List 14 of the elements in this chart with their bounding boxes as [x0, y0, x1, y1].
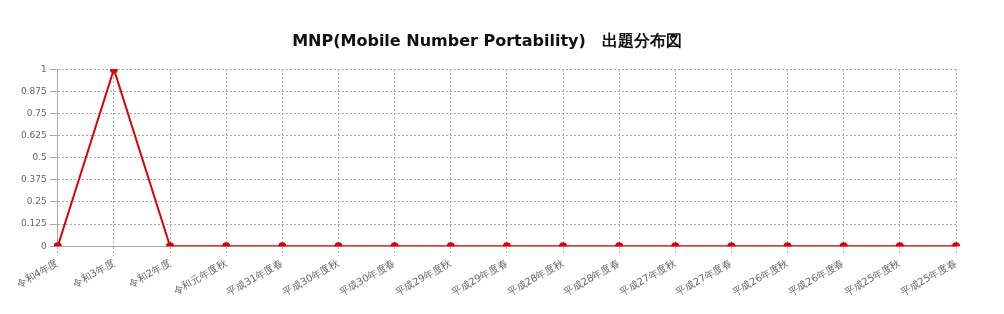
y-tick-label: 0.875 [21, 85, 47, 96]
y-tick-label: 0.375 [21, 174, 47, 185]
chart-title: MNP(Mobile Number Portability) 出題分布図 [292, 30, 682, 50]
y-tick-label: 0.5 [32, 152, 47, 163]
x-tick-label: 令和4年度 [14, 256, 61, 290]
x-tick-label: 平成25年度春 [898, 256, 959, 298]
y-tick-label: 0.75 [26, 107, 47, 118]
y-tick-label: 0.125 [21, 218, 47, 229]
x-tick-label: 令和2年度 [126, 256, 173, 290]
y-tick-label: 0 [41, 240, 48, 251]
y-tick-label: 0.625 [21, 129, 47, 140]
y-tick-label: 0.25 [26, 196, 47, 207]
y-tick-label: 1 [41, 63, 47, 74]
x-tick-label: 令和3年度 [70, 256, 117, 290]
